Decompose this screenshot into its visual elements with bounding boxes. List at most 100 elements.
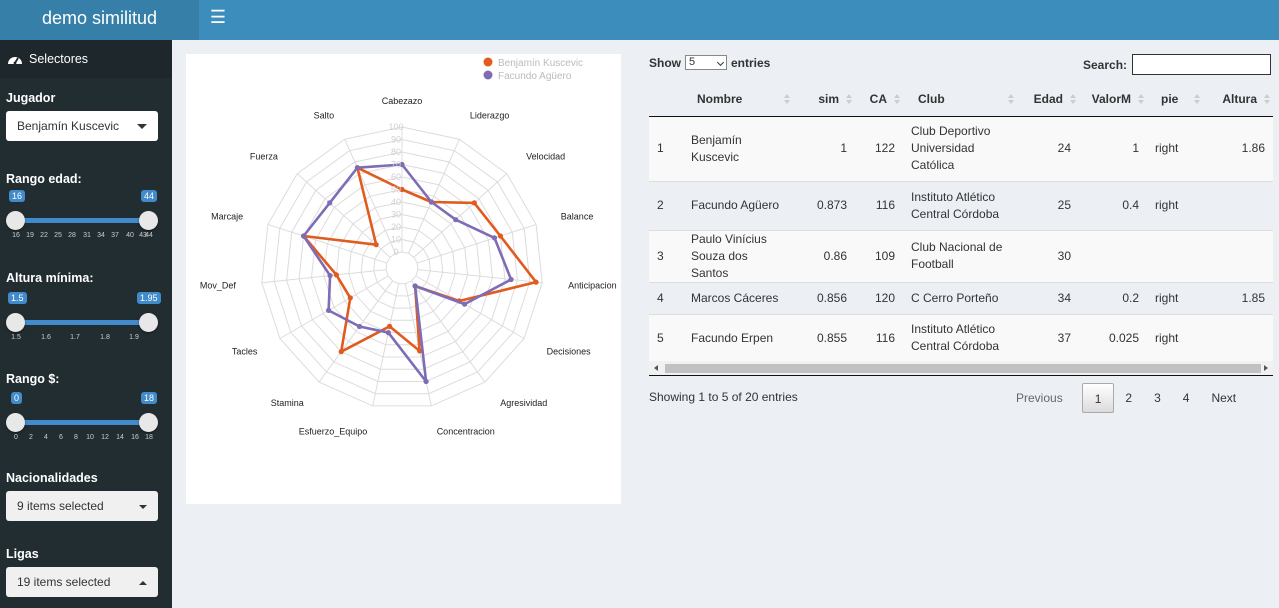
tick-label: 0 [393, 247, 398, 257]
category-label: Stamina [271, 398, 304, 408]
sort-icon [1194, 94, 1200, 104]
data-table: Nombre sim CA Club Edad ValorM pie Altur… [649, 82, 1273, 362]
slider-min-bubble: 0 [11, 392, 23, 404]
sidebar-item-selectores[interactable]: Selectores [0, 40, 172, 78]
col-header-altura[interactable]: Altura [1203, 82, 1273, 117]
data-point [333, 272, 339, 278]
page-button-2[interactable]: 2 [1125, 391, 1133, 405]
cell-altura: 1.85 [1203, 281, 1273, 314]
hamburger-icon[interactable]: ☰ [209, 7, 227, 27]
search-label: Search: [1083, 57, 1128, 72]
tick-label: 1.7 [70, 334, 80, 341]
tick-label: 19 [26, 232, 34, 239]
grid-ring [373, 238, 431, 297]
page-length-select[interactable]: 5 [685, 55, 727, 70]
slider-max-bubble: 1.95 [137, 292, 161, 304]
slider-max-handle[interactable] [139, 413, 158, 432]
table-row[interactable]: 3 Paulo Vinícius Souza dos Santos 0.86 1… [649, 229, 1273, 282]
next-button[interactable]: Next [1211, 391, 1237, 405]
tick-label: 14 [116, 434, 124, 441]
data-point [462, 301, 468, 307]
cell-altura [1203, 180, 1273, 230]
category-label: Agresividad [500, 398, 547, 408]
data-point [471, 200, 477, 206]
page-button-4[interactable]: 4 [1182, 391, 1190, 405]
search-input[interactable] [1132, 54, 1272, 75]
cell-valorm [1079, 229, 1147, 282]
col-header-label: sim [818, 91, 839, 106]
table-row[interactable]: 1 Benjamín Kuscevic 1 122 Club Deportivo… [649, 116, 1273, 181]
tick-label: 31 [83, 232, 91, 239]
slider-min-handle[interactable] [6, 413, 25, 432]
scroll-right-icon[interactable] [1264, 365, 1268, 371]
category-label: Salto [314, 110, 335, 120]
col-header-sim[interactable]: sim [793, 82, 855, 117]
data-point [301, 233, 307, 239]
cell-nombre: Paulo Vinícius Souza dos Santos [683, 229, 793, 282]
grid-spoke [318, 280, 393, 383]
slider-ticks: 0 2 4 6 8 10 12 14 16 18 [6, 434, 156, 444]
cell-pie: right [1147, 116, 1203, 181]
col-header-club[interactable]: Club [903, 82, 1017, 117]
ligas-select[interactable]: 19 items selected [6, 567, 158, 597]
slider-max-handle[interactable] [139, 211, 158, 230]
col-header-label: ValorM [1091, 91, 1131, 106]
horizontal-scrollbar[interactable] [649, 361, 1273, 376]
cell-index: 4 [649, 281, 683, 314]
col-header-valorm[interactable]: ValorM [1079, 82, 1147, 117]
previous-button[interactable]: Previous [1016, 391, 1063, 405]
col-header-nombre[interactable]: Nombre [683, 82, 793, 117]
slider-max-handle[interactable] [139, 313, 158, 332]
page-length-value: 5 [689, 56, 696, 68]
category-label: Tacles [232, 347, 258, 357]
radar-category-labels: Cabezazo Liderazgo Velocidad Balance Anticip… [200, 96, 617, 436]
rango-precio-slider[interactable]: 0 18 0 2 4 6 8 10 12 14 16 18 [6, 392, 158, 444]
data-point [327, 273, 333, 279]
nacionalidades-select[interactable]: 9 items selected [6, 491, 158, 521]
jugador-select[interactable]: Benjamín Kuscevic [6, 111, 158, 141]
tick-label: 20 [391, 222, 401, 232]
table-row[interactable]: 2 Facundo Agüero 0.873 116 Instituto Atl… [649, 180, 1273, 230]
slider-max-bubble: 18 [141, 392, 158, 404]
cell-altura [1203, 313, 1273, 362]
cell-ca: 122 [855, 116, 903, 181]
cell-altura [1203, 229, 1273, 282]
data-point [387, 323, 393, 329]
legend-marker [483, 70, 493, 80]
col-header-edad[interactable]: Edad [1017, 82, 1079, 117]
grid-ring [273, 138, 531, 395]
rango-precio-label: Rango $: [6, 372, 60, 386]
chevron-down-icon [139, 505, 147, 509]
tick-label: 80 [391, 147, 401, 157]
data-point [354, 165, 360, 171]
slider-ticks: 1.5 1.6 1.7 1.8 1.9 [6, 334, 156, 344]
col-header-pie[interactable]: pie [1147, 82, 1203, 117]
col-header-ca[interactable]: CA [855, 82, 903, 117]
cell-index: 3 [649, 229, 683, 282]
col-header-index[interactable] [649, 82, 683, 117]
slider-min-handle[interactable] [6, 211, 25, 230]
grid-ring [286, 151, 518, 382]
show-entries: Show 5 entries [649, 55, 770, 70]
page-button-3[interactable]: 3 [1154, 391, 1161, 405]
altura-slider[interactable]: 1.5 1.95 1.5 1.6 1.7 1.8 1.9 [6, 292, 161, 344]
col-header-label: Altura [1222, 91, 1257, 106]
slider-min-handle[interactable] [6, 313, 25, 332]
data-point [417, 348, 423, 354]
cell-pie: right [1147, 281, 1203, 314]
cell-nombre: Benjamín Kuscevic [683, 116, 793, 181]
grid-spoke [411, 280, 486, 383]
data-point [399, 161, 405, 168]
scrollbar-thumb[interactable] [665, 364, 1261, 373]
col-header-label: pie [1161, 91, 1179, 106]
cell-nombre: Facundo Agüero [683, 180, 793, 230]
table-row[interactable]: 5 Facundo Erpen 0.855 116 Instituto Atlé… [649, 313, 1273, 362]
page-button-1[interactable]: 1 [1081, 383, 1115, 413]
scroll-left-icon[interactable] [654, 365, 658, 371]
data-point [338, 349, 344, 355]
rango-edad-slider[interactable]: 16 44 16 19 22 25 28 31 34 37 40 43 44 [6, 190, 158, 242]
cell-pie [1147, 229, 1203, 282]
table-row[interactable]: 4 Marcos Cáceres 0.856 120 C Cerro Porte… [649, 281, 1273, 314]
legend-label: Facundo Agüero [498, 71, 572, 82]
cell-club: C Cerro Porteño [903, 281, 1017, 314]
